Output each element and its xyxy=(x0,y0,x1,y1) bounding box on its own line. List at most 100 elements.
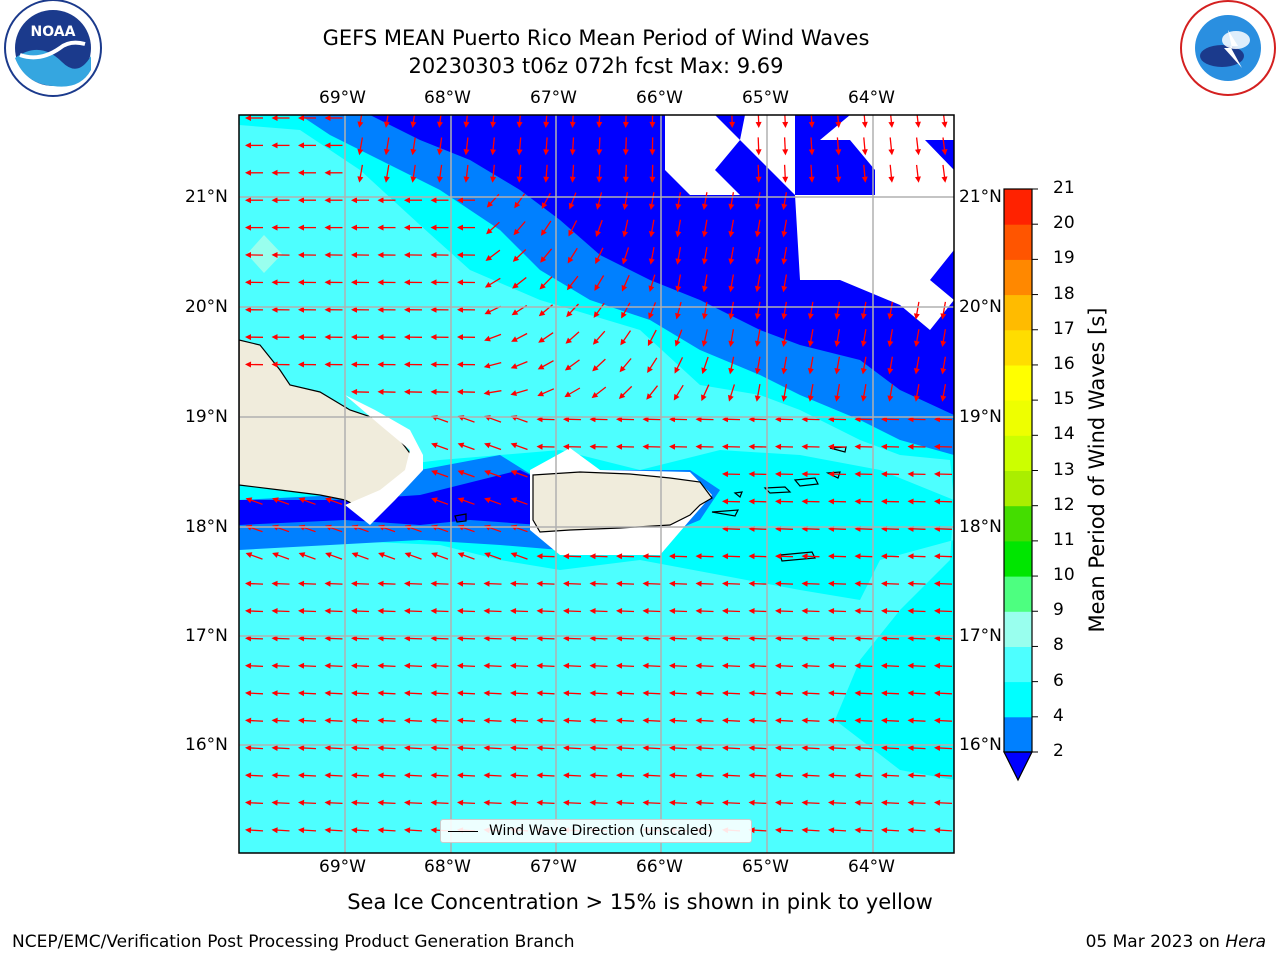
wave-arrow-head xyxy=(592,365,599,372)
wave-arrow-head xyxy=(828,498,835,505)
wave-arrow-head xyxy=(430,772,437,779)
wave-arrow-head xyxy=(801,827,808,834)
wave-arrow-head xyxy=(854,635,861,642)
wave-arrow-head xyxy=(646,393,653,400)
wave-arrow-head xyxy=(430,224,437,231)
wave-period-region-deep-south xyxy=(239,470,560,525)
wave-arrow-head xyxy=(514,201,521,209)
wave-arrow-head xyxy=(563,553,570,560)
wave-arrow-head xyxy=(543,149,550,156)
colorbar-tick-label: 16 xyxy=(1053,353,1075,374)
wave-arrow-head xyxy=(755,149,762,156)
wave-arrow-head xyxy=(298,306,304,313)
colorbar-segment xyxy=(1004,540,1032,577)
wave-arrow-head xyxy=(701,285,708,293)
wave-arrow-head xyxy=(377,690,384,697)
wave-arrow-head xyxy=(907,608,914,614)
wave-arrow-head xyxy=(245,662,252,669)
wave-arrow-head xyxy=(271,169,278,176)
wave-arrow-head xyxy=(828,827,835,834)
wave-arrow-head xyxy=(669,690,676,697)
wave-arrow-head xyxy=(510,390,517,396)
wave-arrow-head xyxy=(828,635,835,642)
wave-arrow-head xyxy=(357,176,364,183)
wave-arrow-head xyxy=(483,799,490,806)
wave-arrow-head xyxy=(324,799,331,806)
wave-arrow-head xyxy=(913,368,920,375)
wave-arrow-head xyxy=(695,608,702,614)
wave-arrow-head xyxy=(324,279,331,286)
wave-arrow-head xyxy=(245,142,251,149)
wave-arrow-head xyxy=(887,368,894,375)
wave-arrow-head xyxy=(748,745,755,751)
wave-arrow-head xyxy=(430,662,437,669)
wave-arrow-head xyxy=(536,416,543,423)
lon-label-top-65w: 65°W xyxy=(742,88,789,108)
wave-arrow-head xyxy=(616,553,623,560)
wave-arrow-head xyxy=(940,340,947,347)
wave-arrow-head xyxy=(775,772,782,779)
wave-arrow-head xyxy=(378,552,385,558)
wave-arrow-head xyxy=(404,690,411,697)
wave-arrow-head xyxy=(881,416,888,423)
wave-arrow-head xyxy=(351,306,357,313)
wave-arrow-head xyxy=(775,745,782,751)
colorbar-segment xyxy=(1004,329,1032,366)
wave-arrow-head xyxy=(861,121,868,128)
wave-arrow-head xyxy=(782,121,789,128)
noaa-logo: NOAA xyxy=(4,0,102,97)
wave-arrow-head xyxy=(568,202,575,210)
wave-arrow-head xyxy=(510,470,518,476)
wave-arrow-head xyxy=(828,608,835,614)
wave-arrow-head xyxy=(616,662,623,669)
wave-arrow-head xyxy=(298,799,305,806)
wave-arrow-head xyxy=(486,201,493,208)
wave-arrow-head xyxy=(755,121,762,128)
wave-arrow-head xyxy=(642,635,649,642)
chart-subtitle-forecast: 20230303 t06z 072h fcst Max: 9.69 xyxy=(408,54,784,78)
wave-arrow-head xyxy=(781,203,788,210)
wave-arrow-head xyxy=(486,228,493,235)
wave-arrow-head xyxy=(377,580,384,587)
wave-arrow-head xyxy=(271,717,278,724)
wave-arrow-head xyxy=(430,388,437,395)
wave-arrow-head xyxy=(695,635,702,642)
wave-arrow-head xyxy=(536,690,543,697)
wave-arrow-head xyxy=(563,416,570,423)
wave-arrow-head xyxy=(722,553,729,560)
wave-arrow-head xyxy=(510,717,517,724)
wave-arrow-head xyxy=(854,553,861,560)
wave-arrow-head xyxy=(907,580,914,587)
wave-arrow-head xyxy=(854,443,861,450)
wave-arrow-head xyxy=(647,339,654,347)
wave-arrow-head xyxy=(722,580,729,587)
wave-arrow-head xyxy=(483,362,491,369)
wave-arrow-head xyxy=(484,497,491,504)
wave-arrow-head xyxy=(484,470,491,476)
wave-arrow-head xyxy=(484,308,492,315)
wave-arrow-head xyxy=(854,471,861,478)
wave-arrow-head xyxy=(828,717,835,724)
wave-arrow-head xyxy=(298,497,306,504)
wave-arrow-head xyxy=(298,635,305,642)
wave-arrow-head xyxy=(775,580,782,587)
wave-arrow-head xyxy=(483,772,490,779)
wave-arrow-head xyxy=(881,443,888,450)
lon-label-bottom-68w: 68°W xyxy=(424,857,471,877)
wave-arrow-head xyxy=(457,690,464,697)
wave-arrow-head xyxy=(616,745,623,751)
wave-arrow-head xyxy=(674,339,681,347)
graticule xyxy=(239,115,954,853)
wave-arrow-head xyxy=(801,662,808,669)
wave-arrow-head xyxy=(483,389,490,396)
wave-arrow-head xyxy=(754,313,761,320)
wave-arrow-head xyxy=(934,662,941,669)
wave-arrow-head xyxy=(377,224,384,231)
wave-arrow-head xyxy=(457,334,463,341)
wave-arrow-head xyxy=(834,313,841,320)
wave-arrow-head xyxy=(907,827,914,834)
wave-arrow-head xyxy=(728,367,735,375)
wave-arrow-head xyxy=(324,197,331,204)
wave-arrow-head xyxy=(589,745,596,751)
wave-arrow-head xyxy=(854,745,861,751)
